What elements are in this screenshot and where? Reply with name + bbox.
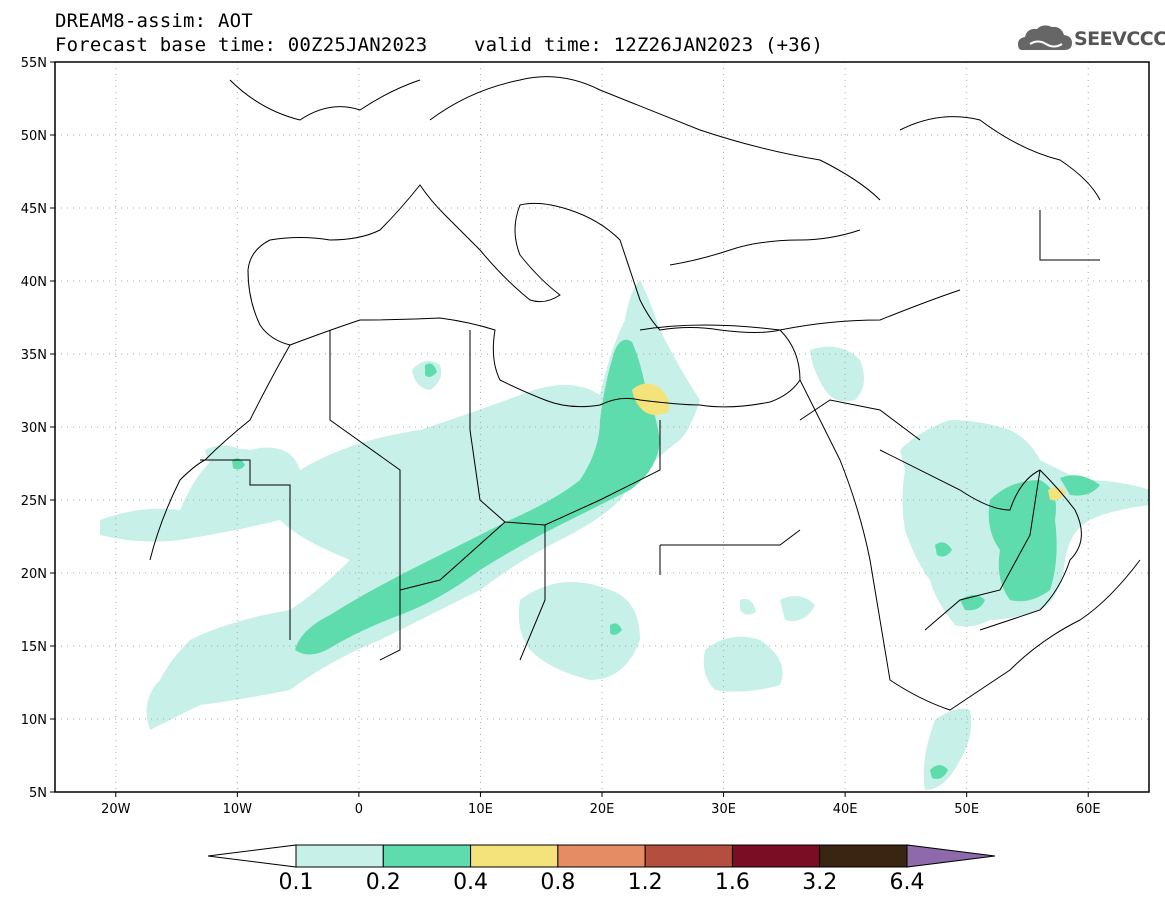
x-tick-label: 40E <box>833 802 858 817</box>
y-tick-label: 25N <box>21 494 47 509</box>
colorbar-bin <box>382 844 472 868</box>
y-tick-label: 15N <box>21 640 47 655</box>
borders <box>200 210 1100 661</box>
y-tick-label: 20N <box>21 567 47 582</box>
colorbar-bin <box>470 844 559 868</box>
colorbar-label: 0.2 <box>366 870 401 895</box>
x-tick-label: 50E <box>954 802 979 817</box>
x-tick-label: 10E <box>468 802 493 817</box>
colorbar-bin <box>557 844 646 868</box>
x-tick-label: 0 <box>355 802 363 817</box>
aot-level-0.2 <box>232 339 1100 779</box>
colorbar-label: 6.4 <box>890 870 925 895</box>
colorbar-label: 0.4 <box>453 870 488 895</box>
colorbar-label: 0.8 <box>540 870 575 895</box>
coastlines <box>149 76 1141 711</box>
x-tick-label: 60E <box>1076 802 1101 817</box>
logo-text: SEEVCCC <box>1074 28 1165 50</box>
y-tick-label: 30N <box>21 421 47 436</box>
colorbar: 0.1 0.2 0.4 0.8 1.2 1.6 3.2 6.4 <box>207 844 996 895</box>
y-tick-label: 40N <box>21 275 47 290</box>
colorbar-label: 3.2 <box>802 870 837 895</box>
x-tick-label: 20W <box>101 802 131 817</box>
y-tick-label: 5N <box>29 786 47 801</box>
colorbar-label: 1.6 <box>715 870 750 895</box>
map-title: DREAM8-assim: AOT <box>55 10 253 32</box>
colorbar-bin <box>644 844 733 868</box>
colorbar-bin <box>819 844 908 868</box>
y-tick-label: 10N <box>21 713 47 728</box>
x-tick-label: 30E <box>711 802 736 817</box>
aot-level-0.4 <box>632 383 1066 501</box>
axis-ticks: 20W 10W 0 10E 20E 30E 40E 50E 60E 55N 50N 45N 40N 35N… <box>21 56 1101 817</box>
x-tick-label: 20E <box>590 802 615 817</box>
colorbar-underflow <box>207 844 297 868</box>
colorbar-bin <box>295 844 384 868</box>
time-info: Forecast base time: 00Z25JAN2023 valid t… <box>55 34 824 56</box>
y-tick-label: 45N <box>21 202 47 217</box>
cloud-logo-icon <box>1018 25 1072 50</box>
colorbar-overflow <box>906 844 996 868</box>
x-tick-label: 10W <box>223 802 253 817</box>
y-tick-label: 50N <box>21 129 47 144</box>
colorbar-label: 0.1 <box>279 870 314 895</box>
colorbar-label: 1.2 <box>628 870 663 895</box>
y-tick-label: 55N <box>21 56 47 71</box>
y-tick-label: 35N <box>21 348 47 363</box>
colorbar-bin <box>731 844 821 868</box>
